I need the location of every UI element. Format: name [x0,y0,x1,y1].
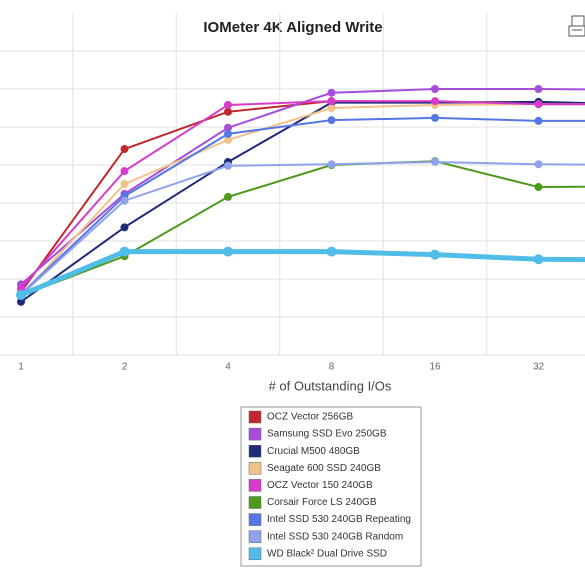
x-axis-title: # of Outstanding I/Os [269,378,392,393]
x-tick-label: 1 [18,362,24,373]
legend-swatch [248,513,262,526]
data-point [224,100,232,109]
x-tick-label: 4 [225,362,231,373]
legend-swatch [248,479,262,492]
data-point [224,129,232,138]
data-point [224,192,232,201]
data-point [534,160,543,169]
plot-area: 1 2 4 8 16 32 [0,13,585,373]
data-point [16,289,26,300]
data-point [223,246,233,257]
print-icon [568,15,585,37]
legend-label: Intel SSD 530 240GB Random [267,531,403,542]
legend-label: Seagate 600 SSD 240GB [267,463,381,474]
data-point [120,180,129,188]
data-point [326,246,337,257]
data-point [431,157,439,166]
legend-swatch [248,444,262,458]
legend-label: OCZ Vector 256GB [267,412,353,423]
legend-swatch [248,427,262,441]
data-point [224,161,232,170]
series-line [20,249,585,298]
data-point [119,246,130,257]
data-point [431,97,439,106]
chart-title: IOMeter 4K Aligned Write [203,19,382,36]
data-point [533,254,544,265]
legend-swatch [248,410,262,424]
legend-swatch [248,496,262,509]
data-point [327,104,336,112]
x-tick-label: 8 [329,362,335,373]
series-line [20,100,585,303]
legend-swatch [248,530,262,543]
x-tick-label: 32 [533,362,545,373]
data-point [120,196,129,205]
data-point [224,107,232,116]
data-point [120,145,129,154]
series-line [20,116,585,295]
data-point [327,97,336,106]
data-point [534,116,543,125]
data-point [120,223,129,232]
data-point [534,183,543,192]
data-point [224,123,232,132]
legend-label: WD Black² Dual Drive SSD [267,548,387,559]
legend-swatch [248,547,262,561]
data-point [430,249,440,260]
data-point [534,100,543,109]
legend-swatch [248,462,262,475]
series-line [20,160,585,297]
legend-label: Crucial M500 480GB [267,446,360,457]
x-tick-label: 2 [122,362,128,373]
legend-label: Intel SSD 530 240GB Repeating [267,514,411,525]
data-point [534,85,543,93]
legend-box [240,406,422,567]
legend-label: Corsair Force LS 240GB [267,497,377,508]
data-point [327,88,336,97]
data-point [327,160,336,169]
legend-label: OCZ Vector 150 240GB [267,480,373,491]
data-point [431,113,439,122]
data-point [327,116,336,125]
data-point [120,167,129,176]
data-point [224,135,232,144]
data-point [431,85,439,93]
legend-label: Samsung SSD Evo 250GB [267,429,387,440]
data-point [17,284,25,293]
data-point [17,297,25,306]
series-line [20,103,585,297]
x-tick-label: 16 [429,362,441,373]
series-line [20,160,585,296]
